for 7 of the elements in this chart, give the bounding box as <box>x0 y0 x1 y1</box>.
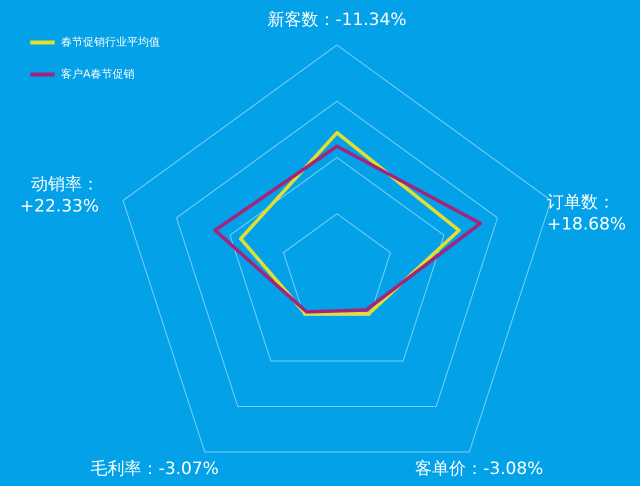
spoke-label: 动销率： +22.33% <box>20 174 100 216</box>
spoke-label: 新客数：-11.34% <box>268 10 406 30</box>
legend-label: 春节促销行业平均值 <box>61 36 160 48</box>
spoke-label: 毛利率：-3.07% <box>90 459 219 480</box>
spoke-label: 订单数： +18.68% <box>546 192 626 234</box>
legend-label: 客户A春节促销 <box>61 68 135 80</box>
spoke-label: 客单价：-3.08% <box>415 459 544 480</box>
